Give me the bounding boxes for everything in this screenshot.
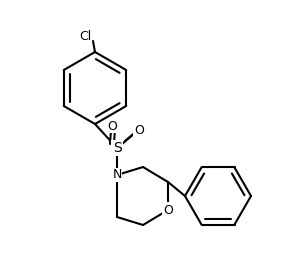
Text: N: N [112, 169, 122, 182]
Text: Cl: Cl [79, 31, 91, 44]
Text: S: S [113, 141, 121, 155]
Text: O: O [134, 124, 144, 136]
Text: O: O [163, 204, 173, 217]
Text: O: O [107, 119, 117, 133]
